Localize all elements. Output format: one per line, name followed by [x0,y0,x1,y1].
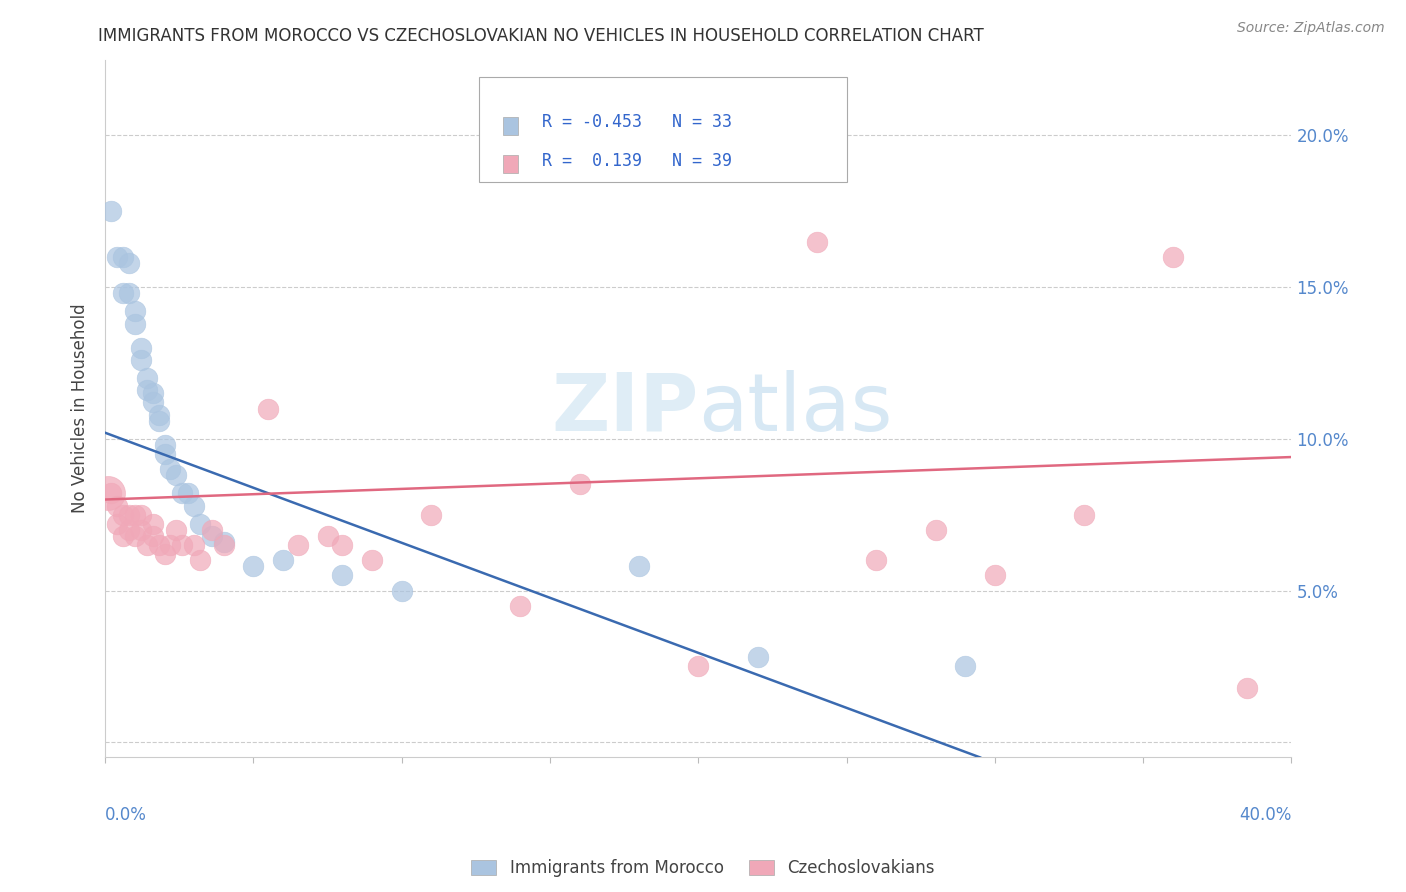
Point [509,599,531,613]
Point [177,486,200,500]
Point [688,659,710,673]
Point [118,286,141,301]
Point [105,250,128,264]
Point [153,438,176,452]
Point [188,553,211,567]
Point [105,516,128,531]
Point [747,650,769,665]
Point [183,538,205,552]
Point [1161,250,1184,264]
FancyBboxPatch shape [502,117,519,135]
Point [135,371,157,385]
Point [129,508,152,522]
Point [124,508,146,522]
Point [183,499,205,513]
FancyBboxPatch shape [502,155,519,173]
Text: 0.0%: 0.0% [105,806,148,824]
Point [955,659,977,673]
Point [1073,508,1095,522]
Point [129,353,152,368]
Point [118,256,141,270]
Point [153,447,176,461]
Point [142,395,165,409]
Point [212,535,235,549]
Point [287,538,309,552]
Legend: Immigrants from Morocco, Czechoslovakians: Immigrants from Morocco, Czechoslovakian… [465,853,941,884]
Text: IMMIGRANTS FROM MOROCCO VS CZECHOSLOVAKIAN NO VEHICLES IN HOUSEHOLD CORRELATION : IMMIGRANTS FROM MOROCCO VS CZECHOSLOVAKI… [98,27,984,45]
Point [111,250,134,264]
Point [124,529,146,543]
FancyBboxPatch shape [479,77,846,182]
Point [201,523,224,537]
Point [984,568,1007,582]
Point [100,204,122,219]
Point [361,553,384,567]
Point [124,304,146,318]
Point [316,529,339,543]
Point [142,386,165,401]
Point [97,486,120,500]
Point [212,538,235,552]
Point [148,408,170,422]
Point [111,508,134,522]
Point [332,568,354,582]
Point [148,414,170,428]
Point [242,559,264,574]
Point [153,547,176,561]
Point [165,468,187,483]
Point [1236,681,1258,695]
Text: 40.0%: 40.0% [1239,806,1292,824]
Point [391,583,413,598]
Point [201,529,224,543]
Point [627,559,650,574]
Point [111,529,134,543]
Point [159,538,181,552]
Point [142,529,165,543]
Point [271,553,294,567]
Y-axis label: No Vehicles in Household: No Vehicles in Household [72,303,89,513]
Point [332,538,354,552]
Point [165,523,187,537]
Point [257,401,280,416]
Point [129,341,152,355]
Point [172,538,194,552]
Text: R =  0.139   N = 39: R = 0.139 N = 39 [541,152,731,169]
Point [188,516,211,531]
Point [124,317,146,331]
Text: R = -0.453   N = 33: R = -0.453 N = 33 [541,113,731,131]
Point [118,508,141,522]
Point [142,516,165,531]
Point [159,462,181,476]
Point [924,523,946,537]
Point [105,499,128,513]
Text: atlas: atlas [699,369,893,448]
Point [148,538,170,552]
Text: ZIP: ZIP [551,369,699,448]
Point [100,486,122,500]
Point [129,523,152,537]
Point [806,235,828,249]
Point [172,486,194,500]
Point [865,553,887,567]
Text: Source: ZipAtlas.com: Source: ZipAtlas.com [1237,21,1385,35]
Point [111,286,134,301]
Point [135,538,157,552]
Point [420,508,443,522]
Point [568,477,591,491]
Point [135,384,157,398]
Point [118,523,141,537]
